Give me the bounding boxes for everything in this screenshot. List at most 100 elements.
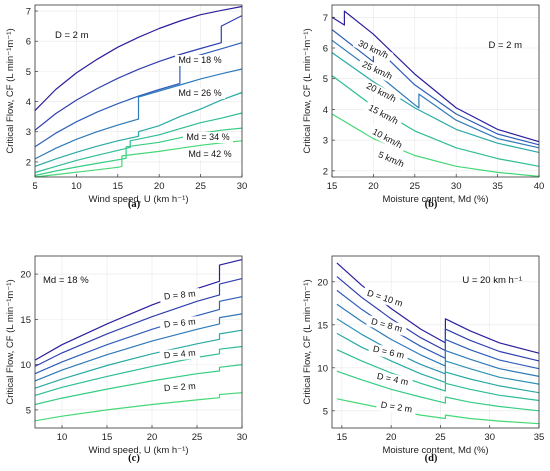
y-tick-label: 5 [323,406,328,417]
y-tick-label: 5 [323,74,328,85]
series-line-2 [34,278,243,367]
y-tick-label: 15 [20,315,31,326]
x-tick-label: 10 [57,432,68,443]
y-tick-label: 3 [26,127,31,138]
curve-label: D = 4 m [159,347,201,362]
y-tick-label: 10 [20,360,31,371]
series-line-3 [34,42,243,148]
chart-annotation: D = 2 m [488,40,522,51]
x-tick-label: 20 [368,181,379,192]
curve-label-backdrop [356,57,398,85]
series-line-4 [34,68,243,160]
chart-panel-1: 5 10 15 20 25 30 2 3 4 5 6 7 Wind speed, U (km h⁻¹) C… [5,4,248,210]
curve-label-text: D = 6 m [163,316,196,329]
curve-label: Md = 42 % [185,149,235,160]
series-line-5 [34,329,243,389]
curve-label-backdrop [371,370,414,390]
curve-label-text: Md = 26 % [178,88,221,98]
x-axis-label: Wind speed, U (km h⁻¹) [88,445,188,456]
series-line-9 [336,398,540,425]
y-tick-label: 7 [26,7,31,18]
curve-label-text: D = 8 m [163,288,196,301]
x-tick-label: 25 [195,181,206,192]
curve-label-text: Md = 34 % [186,132,229,142]
series-line-6 [331,113,540,177]
x-tick-label: 15 [113,181,124,192]
x-tick-label: 25 [435,432,446,443]
series-line-1 [331,10,540,143]
x-tick-label: 20 [147,432,158,443]
y-tick-label: 20 [317,277,328,288]
y-tick-label: 20 [20,270,31,281]
axes-frame [331,4,540,178]
curve-label-backdrop [159,287,201,304]
curve-label-text: Md = 18 % [178,55,221,65]
series-line-5 [34,91,243,167]
x-tick-label: 30 [237,181,248,192]
curve-label-backdrop [360,78,402,107]
x-tick-label: 15 [102,432,113,443]
series-line-6 [34,112,243,174]
curve-label: D = 6 m [367,342,410,363]
x-tick-label: 5 [32,181,37,192]
x-axis-label: Moisture content, Md (%) [382,194,488,205]
axes-frame [34,255,243,429]
y-tick-label: 2 [26,157,31,168]
y-axis-label: Critical Flow, CF (L min⁻¹m⁻¹) [302,28,313,153]
curve-label: Md = 18 % [175,55,225,66]
panel-label: (a) [128,199,141,210]
curve-label-backdrop [375,398,417,417]
curve-label-text: Md = 42 % [188,149,231,159]
y-tick-label: 4 [323,105,328,116]
y-tick-label: 4 [26,97,31,108]
curve-label-text: D = 2 m [380,400,413,415]
curve-label-text: D = 2 m [164,381,196,393]
curve-label-backdrop [175,55,225,66]
curve-label: D = 4 m [371,370,414,390]
x-tick-label: 40 [534,181,545,192]
curve-label-backdrop [159,380,201,395]
y-tick-label: 6 [323,44,328,55]
y-tick-label: 15 [317,320,328,331]
chart-panel-2: 15 20 25 30 35 40 2 3 4 5 6 7 Moisture content, Md (… [302,4,545,210]
x-tick-label: 15 [337,432,348,443]
x-axis-label: Moisture content, Md (%) [382,445,488,456]
curve-label: D = 8 m [159,287,201,304]
curve-label: D = 2 m [375,398,417,417]
y-tick-label: 3 [323,136,328,147]
x-tick-label: 15 [327,181,338,192]
y-axis-label: Critical Flow, CF (L min⁻¹m⁻¹) [5,279,16,404]
y-tick-label: 2 [323,166,328,177]
x-tick-label: 25 [192,432,203,443]
series-line-5 [331,75,540,167]
curve-label-backdrop [183,132,233,143]
series-line-8 [34,140,243,178]
x-tick-label: 30 [451,181,462,192]
x-tick-label: 20 [154,181,165,192]
chart-panel-3: 10 15 20 25 30 5 10 15 20 Wind speed, U (km h⁻¹) C… [5,255,247,464]
curve-label: Md = 34 % [183,132,233,143]
chart-annotation: U = 20 km h⁻¹ [462,275,522,286]
y-tick-label: 5 [26,67,31,78]
x-tick-label: 20 [386,432,397,443]
curve-label-backdrop [185,149,235,160]
y-tick-label: 5 [26,405,31,416]
x-tick-label: 35 [534,432,545,443]
curve-label-text: D = 4 m [163,348,196,361]
curve-label-backdrop [367,124,408,153]
axes-frame [331,255,540,429]
curve-label: Md = 26 % [175,88,225,99]
curve-label: D = 6 m [159,315,201,332]
curve-label-backdrop [352,36,394,64]
chart-annotation: Md = 18 % [43,275,89,286]
chart-panel-4: 15 20 25 30 35 5 10 15 20 Moisture content, Md (%… [302,255,545,464]
y-tick-label: 6 [26,37,31,48]
y-axis-label: Critical Flow, CF (L min⁻¹m⁻¹) [302,279,313,404]
panel-label: (c) [128,453,140,464]
series-line-7 [336,349,540,402]
curve-label-backdrop [175,88,225,99]
curve-label: D = 2 m [159,380,201,395]
series-line-8 [336,370,540,412]
curve-label-backdrop [363,100,404,129]
